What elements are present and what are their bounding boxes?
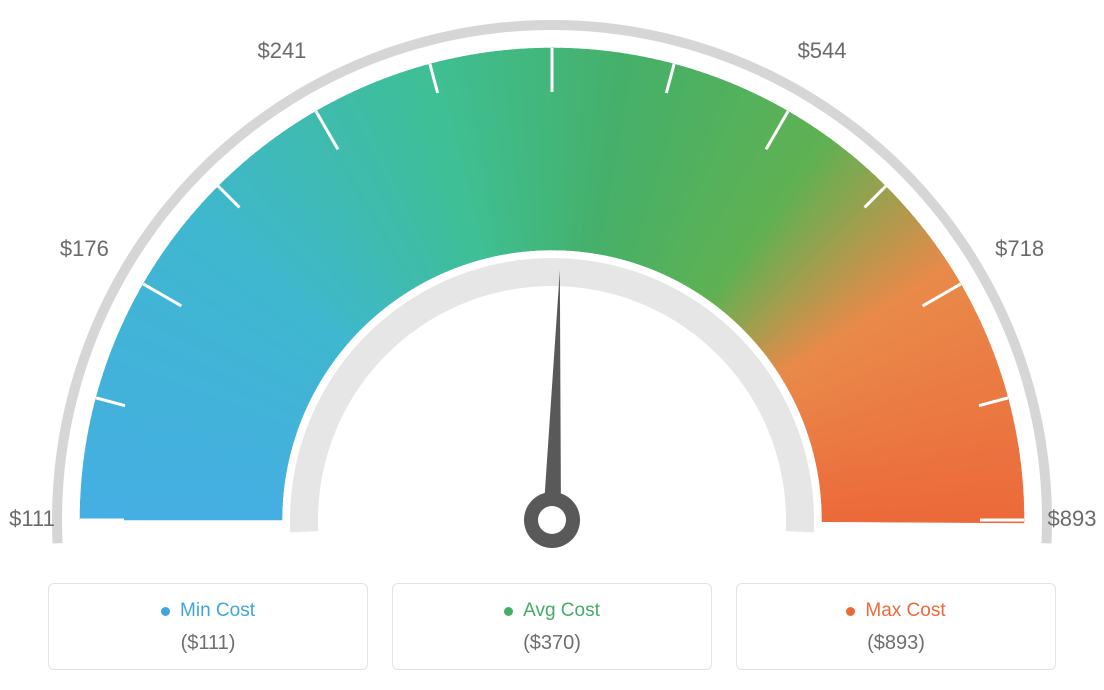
legend-value-max: ($893) (737, 632, 1055, 655)
gauge-svg: $111$176$241$370$544$718$893 (0, 0, 1104, 560)
legend-dot-min (161, 607, 170, 616)
legend-label-row: Min Cost (49, 600, 367, 622)
legend-card-avg: Avg Cost ($370) (392, 583, 712, 670)
legend-row: Min Cost ($111) Avg Cost ($370) Max Cost… (0, 583, 1104, 670)
gauge-chart: $111$176$241$370$544$718$893 (0, 0, 1104, 560)
legend-label-row: Avg Cost (393, 600, 711, 622)
gauge-tick-label: $111 (9, 506, 55, 531)
cost-gauge-widget: $111$176$241$370$544$718$893 Min Cost ($… (0, 0, 1104, 690)
legend-label-min: Min Cost (180, 600, 255, 622)
legend-label-avg: Avg Cost (523, 600, 600, 622)
gauge-tick-label: $893 (1048, 506, 1097, 531)
gauge-tick-label: $718 (995, 236, 1044, 261)
legend-value-avg: ($370) (393, 632, 711, 655)
gauge-needle (543, 270, 561, 520)
legend-label-row: Max Cost (737, 600, 1055, 622)
gauge-tick-label: $544 (798, 38, 847, 63)
legend-label-max: Max Cost (865, 600, 945, 622)
legend-card-min: Min Cost ($111) (48, 583, 368, 670)
legend-dot-max (846, 607, 855, 616)
gauge-tick-label: $241 (257, 38, 306, 63)
gauge-needle-hub-inner (538, 506, 566, 534)
legend-value-min: ($111) (49, 632, 367, 655)
legend-dot-avg (504, 607, 513, 616)
legend-card-max: Max Cost ($893) (736, 583, 1056, 670)
gauge-tick-label: $176 (60, 236, 109, 261)
